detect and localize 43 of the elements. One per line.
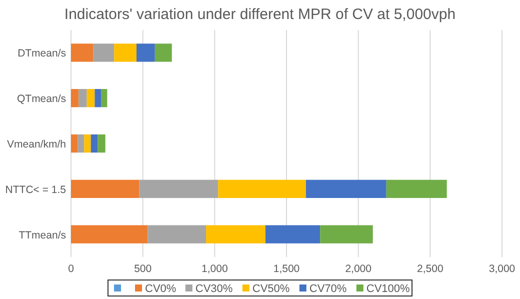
x-tick-label: 2,500 <box>417 263 444 275</box>
bar <box>90 134 98 153</box>
bar <box>84 134 91 153</box>
legend-label: CV50% <box>252 283 290 295</box>
x-tick-label: 1,000 <box>202 263 228 275</box>
x-tick-label: 1,500 <box>273 263 300 275</box>
bar <box>148 225 206 244</box>
bar <box>71 225 148 244</box>
y-tick-label: TTmean/s <box>18 229 66 242</box>
bar <box>78 89 87 108</box>
x-tick-label: 0 <box>68 263 74 275</box>
bar <box>94 89 102 108</box>
legend-label: CV0% <box>145 283 176 295</box>
bar <box>71 134 78 153</box>
bar <box>98 134 106 153</box>
bar <box>71 44 94 62</box>
bar <box>71 180 140 198</box>
bar <box>265 225 320 244</box>
x-tick-label: 500 <box>134 263 152 275</box>
y-tick-label: QTmean/s <box>16 93 66 106</box>
bar <box>306 180 386 198</box>
bar <box>154 44 172 62</box>
legend-label: CV70% <box>309 283 347 295</box>
bar <box>101 89 108 108</box>
bar <box>71 89 79 108</box>
y-tick-label: Vmean/km/h <box>7 138 66 150</box>
bar <box>86 89 95 108</box>
bar <box>386 180 447 198</box>
chart-title: Indicators' variation under different MPR of CV at 5,000vph <box>64 6 456 23</box>
bar <box>78 134 84 153</box>
bar <box>218 180 306 198</box>
bar <box>206 225 266 244</box>
legend-label: CV100% <box>366 283 410 295</box>
bar <box>139 180 218 198</box>
legend-label: CV30% <box>195 283 233 295</box>
x-tick-label: 2,000 <box>345 263 372 275</box>
bar <box>114 44 137 62</box>
y-tick-label: NTTC< = 1.5 <box>5 184 66 196</box>
y-tick-label: DTmean/s <box>18 48 66 60</box>
bar <box>136 44 155 62</box>
bar <box>93 44 114 62</box>
x-tick-label: 3,000 <box>488 263 516 275</box>
bar <box>320 225 373 244</box>
